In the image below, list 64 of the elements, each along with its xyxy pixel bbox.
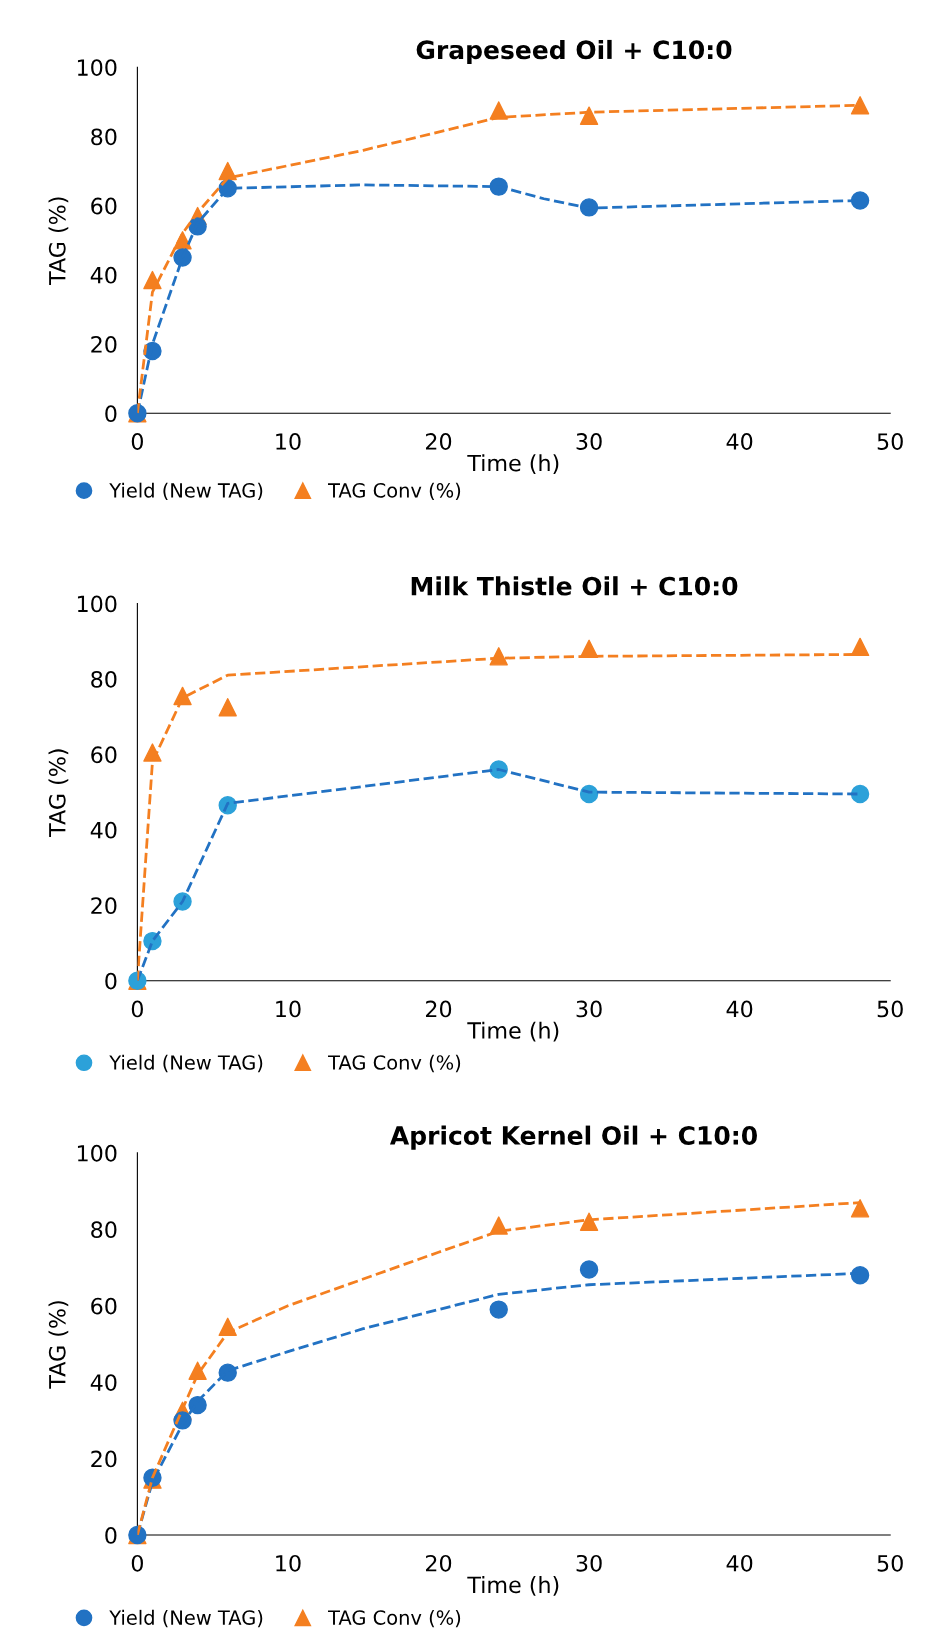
x-tick-label: 0 xyxy=(131,1000,143,1018)
x-tick-label: 0 xyxy=(131,1554,143,1572)
y-tick-label: 80 xyxy=(91,670,117,688)
x-tick-label: 10 xyxy=(276,433,301,450)
point xyxy=(489,647,508,666)
y-tick-label: 100 xyxy=(77,59,117,76)
x-axis-title: Time (h) xyxy=(467,454,559,475)
y-tick-label: 20 xyxy=(91,897,117,915)
x-axis-title: Time (h) xyxy=(467,1021,559,1042)
x-tick-label: 50 xyxy=(877,433,903,450)
point xyxy=(850,637,870,657)
x-tick-label: 50 xyxy=(877,1000,903,1018)
y-tick-label: 80 xyxy=(91,128,117,146)
x-tick-label: 40 xyxy=(726,1000,753,1018)
point xyxy=(850,96,870,115)
y-axis-title: TAG (%) xyxy=(48,749,69,837)
x-tick-label: 20 xyxy=(426,1000,452,1018)
y-tick-label: 20 xyxy=(91,1450,117,1468)
point xyxy=(579,106,599,125)
point xyxy=(489,1300,508,1319)
y-tick-label: 60 xyxy=(91,1297,117,1315)
point xyxy=(188,1361,207,1380)
point xyxy=(850,1199,870,1218)
chart-title: Milk Thistle Oil + C10:0 xyxy=(411,576,738,596)
y-tick-label: 60 xyxy=(91,746,117,764)
x-tick-label: 50 xyxy=(877,1554,903,1572)
point xyxy=(218,698,237,717)
legend-label: Yield (New TAG) xyxy=(109,1609,263,1628)
y-tick-label: 40 xyxy=(90,266,117,284)
y-tick-label: 100 xyxy=(77,1144,117,1162)
y-tick-label: 20 xyxy=(91,336,117,353)
point xyxy=(579,1212,599,1231)
x-tick-label: 40 xyxy=(726,433,753,450)
legend-label: TAG Conv (%) xyxy=(328,1054,461,1073)
point xyxy=(579,1260,599,1279)
legend-label: Yield (New TAG) xyxy=(109,1054,263,1073)
y-axis-title: TAG (%) xyxy=(48,197,69,286)
y-axis-title: TAG (%) xyxy=(48,1301,69,1389)
legend-label: Yield (New TAG) xyxy=(109,482,263,501)
y-tick-label: 80 xyxy=(91,1221,117,1239)
x-tick-label: 30 xyxy=(576,1000,602,1018)
point xyxy=(850,784,870,804)
legend-label: TAG Conv (%) xyxy=(328,1609,461,1628)
chart-title: Grapeseed Oil + C10:0 xyxy=(416,39,732,65)
chart-title: Apricot Kernel Oil + C10:0 xyxy=(389,1125,757,1150)
y-tick-label: 40 xyxy=(90,821,117,839)
x-tick-label: 10 xyxy=(276,1000,301,1018)
y-tick-label: 100 xyxy=(77,595,117,613)
x-tick-label: 40 xyxy=(726,1554,753,1572)
y-tick-label: 0 xyxy=(105,1526,117,1544)
legend-label: TAG Conv (%) xyxy=(328,482,461,501)
x-axis-title: Time (h) xyxy=(467,1575,559,1596)
x-tick-label: 20 xyxy=(426,433,452,450)
x-tick-label: 30 xyxy=(576,433,602,450)
x-tick-label: 20 xyxy=(426,1554,452,1572)
point xyxy=(143,270,162,290)
point xyxy=(850,191,870,210)
y-tick-label: 0 xyxy=(105,405,117,423)
y-tick-label: 40 xyxy=(90,1374,117,1391)
y-tick-label: 0 xyxy=(105,972,117,990)
y-tick-label: 60 xyxy=(91,197,117,215)
x-tick-label: 30 xyxy=(576,1554,602,1572)
x-tick-label: 0 xyxy=(131,433,143,450)
x-tick-label: 10 xyxy=(276,1554,301,1572)
